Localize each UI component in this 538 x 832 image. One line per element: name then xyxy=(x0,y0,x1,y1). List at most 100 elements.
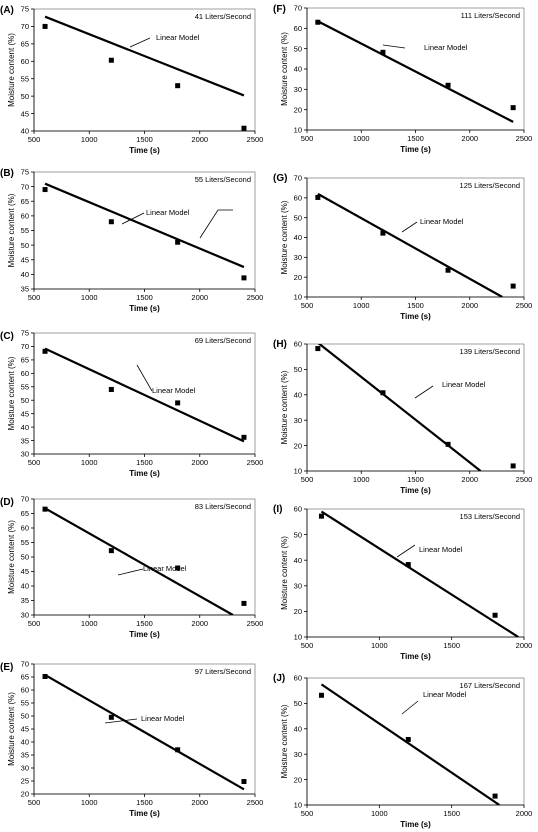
y-axis-label: Moisture content (%) xyxy=(7,520,16,594)
y-tick-label: 60 xyxy=(294,24,302,33)
y-tick-label: 10 xyxy=(294,126,302,135)
y-axis-label: Moisture content (%) xyxy=(280,200,289,274)
annotation-label: Linear Model xyxy=(152,386,196,395)
x-tick-label: 2000 xyxy=(461,475,478,484)
x-axis-label: Time (s) xyxy=(129,630,160,639)
y-tick-label: 10 xyxy=(294,467,302,476)
data-point xyxy=(510,105,516,111)
panel-letter: (F) xyxy=(273,4,286,15)
x-tick-label: 1000 xyxy=(81,619,98,628)
chart-panel-j: 500 1000 1500 2000 10 20 30 40 50 60 Time (s) Moist… xyxy=(273,673,532,829)
data-point xyxy=(492,793,498,799)
y-tick-label: 30 xyxy=(294,750,302,759)
x-tick-label: 500 xyxy=(301,641,314,650)
x-tick-label: 1000 xyxy=(81,798,98,807)
chart-title: 83 Liters/Second xyxy=(195,502,251,511)
x-tick-label: 2000 xyxy=(461,134,478,143)
annotation-leader xyxy=(104,718,138,724)
panel-letter: (D) xyxy=(0,497,14,508)
y-tick-label: 50 xyxy=(294,44,302,53)
y-tick-label: 45 xyxy=(21,255,29,264)
panel-letter: (E) xyxy=(0,662,13,673)
y-tick-label: 10 xyxy=(294,293,302,302)
x-tick-label: 2500 xyxy=(516,475,533,484)
y-tick-label: 40 xyxy=(294,556,302,565)
x-tick-label: 2000 xyxy=(191,458,208,467)
data-point xyxy=(445,441,451,447)
y-tick-label: 70 xyxy=(21,22,29,31)
chart-panel-a: 500 1000 1500 2000 2500 40 45 50 55 60 65 70 75 Time … xyxy=(0,5,263,155)
y-tick-label: 50 xyxy=(21,241,29,250)
y-axis-label: Moisture content (%) xyxy=(7,356,16,430)
data-point xyxy=(175,239,181,245)
x-axis-label: Time (s) xyxy=(400,486,431,495)
data-point xyxy=(175,747,181,753)
plot-frame xyxy=(306,343,525,472)
y-axis-label: Moisture content (%) xyxy=(280,704,289,778)
x-axis-label: Time (s) xyxy=(129,146,160,155)
x-tick-label: 1000 xyxy=(353,475,370,484)
y-tick-label: 45 xyxy=(21,409,29,418)
x-tick-label: 2000 xyxy=(191,293,208,302)
y-tick-label: 65 xyxy=(21,509,29,518)
y-tick-label: 65 xyxy=(21,673,29,682)
annotation-leader xyxy=(382,44,406,49)
plot-frame xyxy=(306,508,525,638)
y-tick-label: 50 xyxy=(21,712,29,721)
annotation-leader xyxy=(396,544,416,558)
y-tick-label: 10 xyxy=(294,801,302,810)
x-axis-label: Time (s) xyxy=(129,304,160,313)
linear-model-line xyxy=(317,20,514,123)
chart-title: 97 Liters/Second xyxy=(195,667,251,676)
data-point xyxy=(42,673,48,679)
data-point xyxy=(380,390,386,396)
x-axis-label: Time (s) xyxy=(129,809,160,818)
data-point xyxy=(42,506,48,512)
y-tick-label: 20 xyxy=(294,607,302,616)
y-axis-label: Moisture content (%) xyxy=(280,536,289,610)
x-tick-label: 2000 xyxy=(191,135,208,144)
y-tick-label: 60 xyxy=(294,505,302,514)
y-tick-label: 30 xyxy=(294,253,302,262)
y-tick-label: 30 xyxy=(21,611,29,620)
y-tick-label: 75 xyxy=(21,168,29,177)
y-tick-label: 60 xyxy=(21,686,29,695)
y-tick-label: 35 xyxy=(21,436,29,445)
data-point xyxy=(108,386,114,392)
x-tick-label: 500 xyxy=(301,475,314,484)
x-tick-label: 2500 xyxy=(247,619,264,628)
data-point xyxy=(315,346,321,352)
y-tick-label: 30 xyxy=(21,450,29,459)
data-point xyxy=(315,19,321,25)
x-tick-label: 2500 xyxy=(516,301,533,310)
data-point xyxy=(241,600,247,606)
chart-panel-f: 500 1000 1500 2000 2500 10 20 30 40 50 60 70 Time (s… xyxy=(273,4,532,154)
data-point xyxy=(42,23,48,29)
y-tick-label: 40 xyxy=(294,233,302,242)
panel-letter: (C) xyxy=(0,331,14,342)
y-tick-label: 20 xyxy=(21,790,29,799)
panel-letter: (H) xyxy=(273,339,287,350)
plot-frame xyxy=(33,8,256,132)
y-tick-label: 55 xyxy=(21,226,29,235)
y-tick-label: 55 xyxy=(21,538,29,547)
data-point xyxy=(405,562,411,568)
y-tick-label: 75 xyxy=(21,5,29,14)
x-tick-label: 1500 xyxy=(136,458,153,467)
y-tick-label: 25 xyxy=(21,777,29,786)
chart-panel-e: 500 1000 1500 2000 2500 20 25 30 35 40 45 50 55 60 65 7… xyxy=(0,660,263,818)
y-tick-label: 60 xyxy=(21,524,29,533)
annotation-leader xyxy=(121,212,145,225)
y-tick-label: 50 xyxy=(21,553,29,562)
data-point xyxy=(108,548,114,554)
y-tick-label: 55 xyxy=(21,74,29,83)
x-tick-label: 2000 xyxy=(461,301,478,310)
y-axis-label: Moisture content (%) xyxy=(280,32,289,106)
data-point xyxy=(241,275,247,281)
x-tick-label: 1500 xyxy=(407,301,424,310)
y-tick-label: 45 xyxy=(21,109,29,118)
y-tick-label: 65 xyxy=(21,40,29,49)
data-point xyxy=(42,348,48,354)
linear-model-line xyxy=(44,673,245,791)
